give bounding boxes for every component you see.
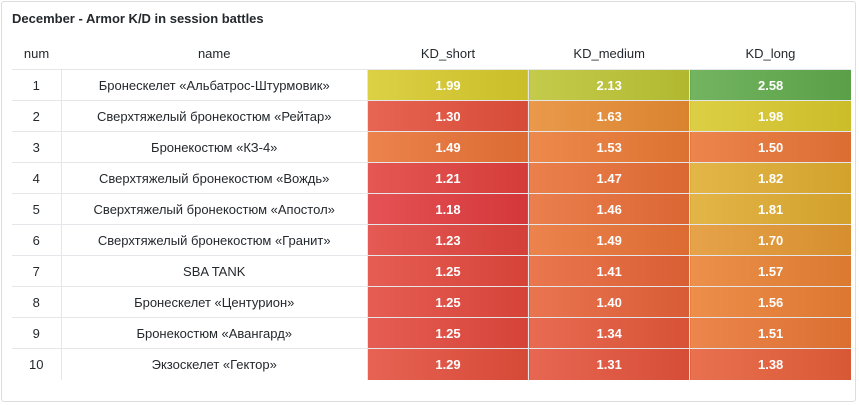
row-num: 4 xyxy=(12,162,62,194)
kd-long-cell: 1.38 xyxy=(689,348,851,380)
row-name: Сверхтяжелый бронекостюм «Гранит» xyxy=(60,224,368,256)
kd-long-cell: 1.51 xyxy=(689,317,851,349)
kd-long-cell: 1.56 xyxy=(689,286,851,318)
row-num: 1 xyxy=(12,69,62,101)
kd-medium-cell: 1.53 xyxy=(528,131,690,163)
table-row: 7 SBA TANK 1.25 1.41 1.57 xyxy=(12,255,851,287)
table-row: 8 Бронескелет «Центурион» 1.25 1.40 1.56 xyxy=(12,286,851,318)
row-name: SBA TANK xyxy=(60,255,368,287)
kd-short-cell: 1.29 xyxy=(366,348,529,380)
kd-long-cell: 1.82 xyxy=(689,162,851,194)
table-row: 9 Бронекостюм «Авангард» 1.25 1.34 1.51 xyxy=(12,317,851,349)
row-num: 3 xyxy=(12,131,62,163)
panel-title: December - Armor K/D in session battles xyxy=(12,11,264,26)
kd-long-cell: 1.98 xyxy=(689,100,851,132)
kd-short-cell: 1.25 xyxy=(366,286,529,318)
row-name: Сверхтяжелый бронекостюм «Вождь» xyxy=(60,162,368,194)
column-header-kd-long[interactable]: KD_long xyxy=(689,37,851,70)
row-num: 5 xyxy=(12,193,62,225)
kd-medium-cell: 1.46 xyxy=(528,193,690,225)
kd-short-cell: 1.99 xyxy=(366,69,529,101)
header-row: num name KD_short KD_medium KD_long xyxy=(12,37,851,70)
row-num: 6 xyxy=(12,224,62,256)
row-name: Бронескелет «Центурион» xyxy=(60,286,368,318)
row-num: 10 xyxy=(12,348,62,380)
kd-medium-cell: 2.13 xyxy=(528,69,690,101)
kd-short-cell: 1.30 xyxy=(366,100,529,132)
column-header-kd-medium[interactable]: KD_medium xyxy=(528,37,690,70)
table-row: 4 Сверхтяжелый бронекостюм «Вождь» 1.21 1.4… xyxy=(12,162,851,194)
kd-short-cell: 1.18 xyxy=(366,193,529,225)
row-name: Сверхтяжелый бронекостюм «Рейтар» xyxy=(60,100,368,132)
kd-table: num name KD_short KD_medium KD_long 1 Бро… xyxy=(12,37,851,380)
row-name: Экзоскелет «Гектор» xyxy=(60,348,368,380)
kd-long-cell: 1.57 xyxy=(689,255,851,287)
kd-medium-cell: 1.47 xyxy=(528,162,690,194)
kd-medium-cell: 1.63 xyxy=(528,100,690,132)
table-row: 5 Сверхтяжелый бронекостюм «Апостол» 1.18 1… xyxy=(12,193,851,225)
row-num: 9 xyxy=(12,317,62,349)
column-header-kd-short[interactable]: KD_short xyxy=(367,37,529,70)
row-name: Бронескелет «Альбатрос-Штурмовик» xyxy=(60,69,368,101)
row-num: 7 xyxy=(12,255,62,287)
table-row: 1 Бронескелет «Альбатрос-Штурмовик» 1.99 2.… xyxy=(12,69,851,101)
kd-short-cell: 1.25 xyxy=(366,255,529,287)
row-num: 2 xyxy=(12,100,62,132)
row-name: Сверхтяжелый бронекостюм «Апостол» xyxy=(60,193,368,225)
kd-short-cell: 1.23 xyxy=(366,224,529,256)
kd-long-cell: 1.81 xyxy=(689,193,851,225)
kd-medium-cell: 1.41 xyxy=(528,255,690,287)
kd-long-cell: 1.70 xyxy=(689,224,851,256)
table-row: 3 Бронекостюм «КЗ-4» 1.49 1.53 1.50 xyxy=(12,131,851,163)
kd-short-cell: 1.21 xyxy=(366,162,529,194)
row-name: Бронекостюм «Авангард» xyxy=(60,317,368,349)
kd-medium-cell: 1.31 xyxy=(528,348,690,380)
row-num: 8 xyxy=(12,286,62,318)
column-header-name[interactable]: name xyxy=(61,37,368,70)
table-row: 10 Экзоскелет «Гектор» 1.29 1.31 1.38 xyxy=(12,348,851,380)
kd-short-cell: 1.25 xyxy=(366,317,529,349)
kd-short-cell: 1.49 xyxy=(366,131,529,163)
row-name: Бронекостюм «КЗ-4» xyxy=(60,131,368,163)
kd-long-cell: 1.50 xyxy=(689,131,851,163)
kd-long-cell: 2.58 xyxy=(689,69,851,101)
kd-medium-cell: 1.34 xyxy=(528,317,690,349)
table-row: 2 Сверхтяжелый бронекостюм «Рейтар» 1.30 1.… xyxy=(12,100,851,132)
kd-medium-cell: 1.40 xyxy=(528,286,690,318)
column-header-num[interactable]: num xyxy=(12,37,62,70)
table-row: 6 Сверхтяжелый бронекостюм «Гранит» 1.23 1.… xyxy=(12,224,851,256)
kd-medium-cell: 1.49 xyxy=(528,224,690,256)
